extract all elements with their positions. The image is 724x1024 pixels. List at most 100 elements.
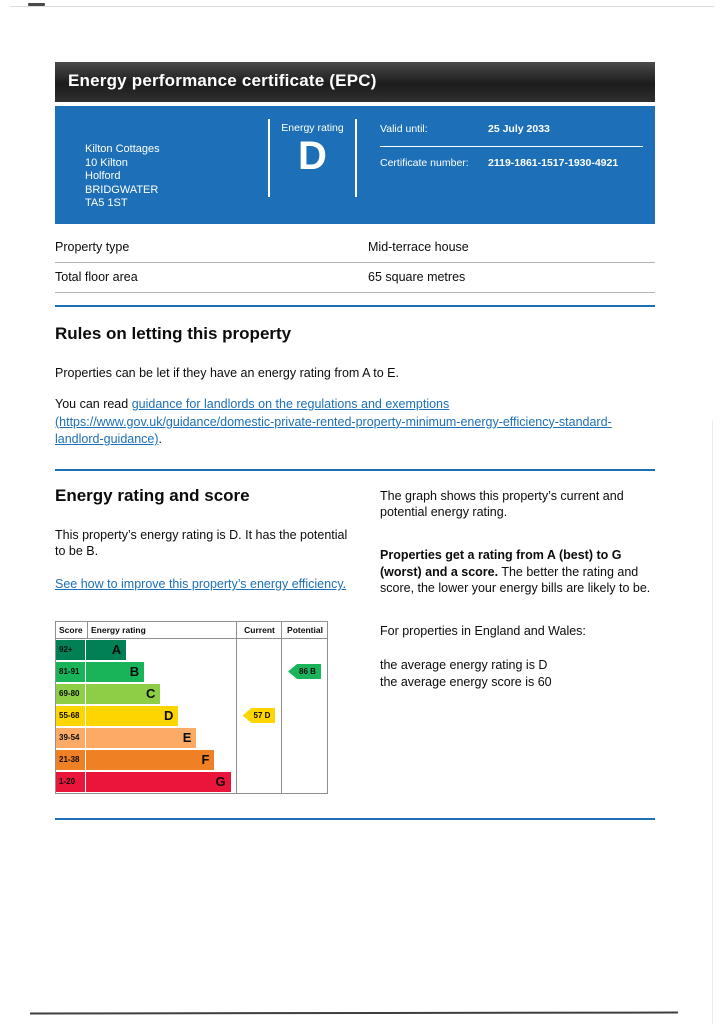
epc-band-bar-f: 21-38 F bbox=[56, 749, 215, 770]
epc-band-row: 1-20 G bbox=[56, 770, 327, 793]
epc-band-row: 55-68 D 57 D bbox=[56, 704, 327, 727]
section-divider bbox=[55, 305, 655, 307]
epc-band-bar-c: 69-80 C bbox=[56, 683, 161, 704]
scan-artifact-right-line bbox=[712, 420, 713, 1024]
epc-band-score: 55-68 bbox=[56, 705, 86, 726]
certificate-title-bar: Energy performance certificate (EPC) bbox=[55, 62, 655, 102]
improve-paragraph: See how to improve this property’s energ… bbox=[55, 576, 355, 592]
epc-chart-body: 92+ A 81-91 B 86 B 69-80 C 55-68 D 57 D 39-54 E 21-3… bbox=[56, 638, 327, 793]
current-column-cell bbox=[236, 726, 281, 749]
epc-band-row: 92+ A bbox=[56, 638, 327, 661]
epc-band-bar-g: 1-20 G bbox=[56, 771, 231, 792]
epc-band-letter: B bbox=[129, 664, 140, 679]
epc-band-letter: A bbox=[111, 642, 122, 657]
scan-artifact-top-line bbox=[10, 6, 714, 7]
epc-band-bar-a: 92+ A bbox=[56, 639, 127, 660]
current-rating-marker: 57 D bbox=[242, 708, 276, 723]
potential-column-cell bbox=[281, 726, 327, 749]
rating-section-left: Energy rating and score This property’s … bbox=[55, 486, 355, 794]
epc-band-row: 21-38 F bbox=[56, 748, 327, 771]
certificate-title: Energy performance certificate (EPC) bbox=[68, 71, 377, 90]
rating-explanation-rest: The better the rating and score, the low… bbox=[380, 564, 651, 595]
epc-band-score: 81-91 bbox=[56, 661, 86, 682]
floor-area-value: 65 square metres bbox=[368, 270, 466, 284]
property-details-table: Property type Mid-terrace house Total fl… bbox=[55, 233, 655, 293]
rating-section-right: The graph shows this property’s current … bbox=[355, 486, 655, 794]
address-line: 10 Kilton bbox=[85, 156, 128, 169]
potential-column-cell bbox=[281, 638, 327, 661]
potential-rating-marker: 86 B bbox=[288, 664, 321, 679]
table-row: Property type Mid-terrace house bbox=[55, 233, 655, 263]
potential-column-cell bbox=[281, 770, 327, 793]
property-address: Kilton Cottages 10 Kilton Holford BRIDGW… bbox=[55, 106, 268, 224]
current-rating-text: This property’s energy rating is D. It h… bbox=[55, 527, 348, 558]
chart-header-current: Current bbox=[236, 621, 281, 638]
section-divider-bottom bbox=[55, 817, 655, 820]
letting-rules-heading: Rules on letting this property bbox=[55, 324, 292, 343]
potential-column-cell: 86 B bbox=[281, 660, 327, 683]
section-divider bbox=[55, 468, 655, 471]
energy-rating-value: D bbox=[298, 134, 327, 178]
chart-header-score: Score bbox=[59, 624, 83, 635]
energy-rating-score-heading: Energy rating and score bbox=[55, 485, 250, 505]
landlord-guidance-paragraph: You can read guidance for landlords on t… bbox=[55, 396, 655, 449]
energy-rating-box: Energy rating D bbox=[268, 119, 357, 197]
epc-band-row: 81-91 B 86 B bbox=[56, 660, 327, 683]
scan-artifact-top-dash bbox=[28, 3, 45, 6]
improve-efficiency-link[interactable]: See how to improve this property’s energ… bbox=[55, 577, 347, 592]
certificate-number-value: 2119-1861-1517-1930-4921 bbox=[488, 157, 619, 169]
epc-rating-chart: Score Energy rating Current Potential 92… bbox=[55, 620, 328, 794]
current-column-cell bbox=[236, 660, 281, 683]
epc-band-letter: E bbox=[182, 730, 192, 745]
average-rating-text: the average energy rating is D bbox=[380, 658, 548, 673]
current-column-cell: 57 D bbox=[236, 704, 281, 727]
property-type-label: Property type bbox=[55, 240, 130, 254]
current-column-cell bbox=[236, 770, 281, 793]
potential-column-cell bbox=[281, 682, 327, 705]
epc-band-score: 92+ bbox=[56, 639, 86, 660]
potential-column-cell bbox=[281, 748, 327, 771]
current-column-cell bbox=[236, 682, 281, 705]
graph-description-text: The graph shows this property’s current … bbox=[380, 488, 624, 519]
landlord-guidance-link[interactable]: guidance for landlords on the regulation… bbox=[55, 397, 612, 447]
letting-rules-text: Properties can be let if they have an en… bbox=[55, 366, 399, 380]
address-line: TA5 1ST bbox=[85, 197, 128, 209]
guidance-suffix: . bbox=[158, 432, 163, 447]
england-wales-text: For properties in England and Wales: bbox=[380, 624, 586, 638]
epc-band-letter: F bbox=[201, 752, 210, 767]
valid-until-label: Valid until: bbox=[380, 123, 428, 135]
energy-rating-label: Energy rating bbox=[281, 122, 344, 134]
scan-artifact-bottom-line bbox=[29, 1011, 679, 1015]
certificate-content: Energy performance certificate (EPC) Kil… bbox=[55, 62, 655, 820]
epc-chart-header: Score Energy rating Current Potential bbox=[56, 621, 327, 639]
potential-column-cell bbox=[281, 704, 327, 727]
certificate-number-row: Certificate number: 2119-1861-1517-1930-… bbox=[380, 146, 643, 180]
average-figures: the average energy rating is D the avera… bbox=[380, 657, 655, 690]
guidance-prefix: You can read bbox=[55, 397, 132, 412]
epc-band-score: 21-38 bbox=[56, 749, 86, 770]
epc-band-row: 39-54 E bbox=[56, 726, 327, 749]
epc-band-bar-e: 39-54 E bbox=[56, 727, 197, 748]
property-type-value: Mid-terrace house bbox=[368, 240, 469, 254]
epc-band-bar-b: 81-91 B bbox=[56, 661, 145, 682]
valid-until-value: 25 July 2033 bbox=[488, 123, 550, 135]
certificate-meta: Valid until: 25 July 2033 Certificate nu… bbox=[357, 106, 655, 224]
valid-until-row: Valid until: 25 July 2033 bbox=[380, 120, 643, 146]
average-score-text: the average energy score is 60 bbox=[380, 674, 552, 689]
epc-band-row: 69-80 C bbox=[56, 682, 327, 705]
current-column-cell bbox=[236, 748, 281, 771]
epc-band-score: 39-54 bbox=[56, 727, 86, 748]
address-line: BRIDGWATER bbox=[85, 183, 159, 196]
epc-band-letter: D bbox=[164, 708, 174, 723]
address-line: Holford bbox=[85, 170, 121, 182]
rating-explanation-bold: Properties get a rating from A (best) to… bbox=[380, 548, 622, 579]
epc-band-letter: C bbox=[146, 686, 156, 701]
floor-area-label: Total floor area bbox=[55, 270, 138, 284]
current-column-cell bbox=[236, 638, 281, 661]
epc-band-letter: G bbox=[215, 774, 226, 789]
epc-band-score: 69-80 bbox=[56, 683, 86, 704]
chart-header-rating: Energy rating bbox=[87, 621, 236, 638]
certificate-number-label: Certificate number: bbox=[380, 157, 469, 169]
epc-band-bar-d: 55-68 D bbox=[56, 705, 179, 726]
